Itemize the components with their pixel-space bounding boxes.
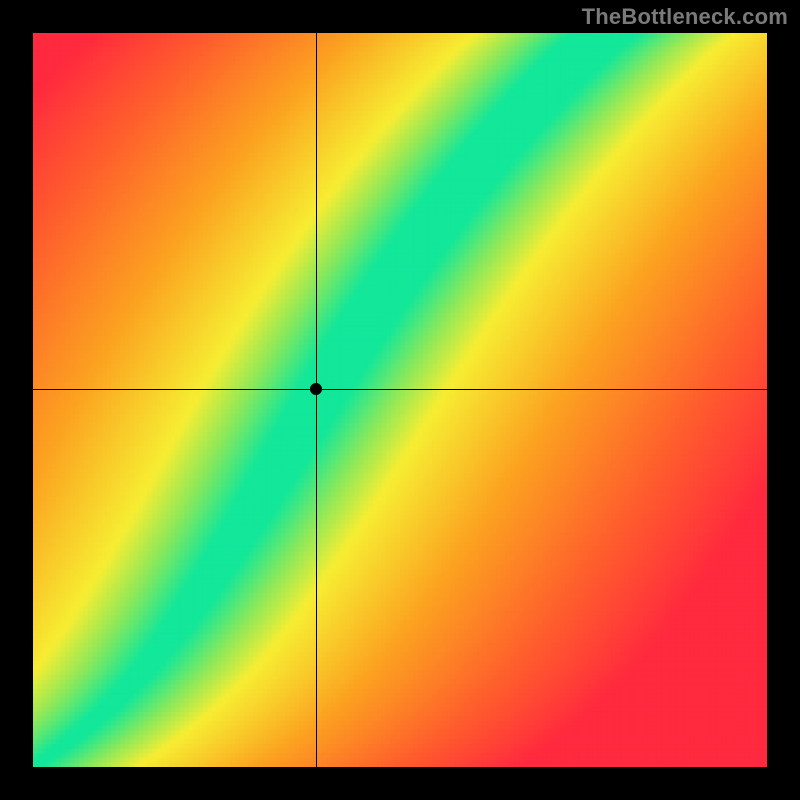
watermark-text: TheBottleneck.com — [582, 4, 788, 30]
heatmap-plot — [33, 33, 767, 767]
crosshair-vertical — [316, 33, 317, 767]
chart-container: TheBottleneck.com — [0, 0, 800, 800]
selection-marker — [310, 383, 322, 395]
crosshair-horizontal — [33, 389, 767, 390]
